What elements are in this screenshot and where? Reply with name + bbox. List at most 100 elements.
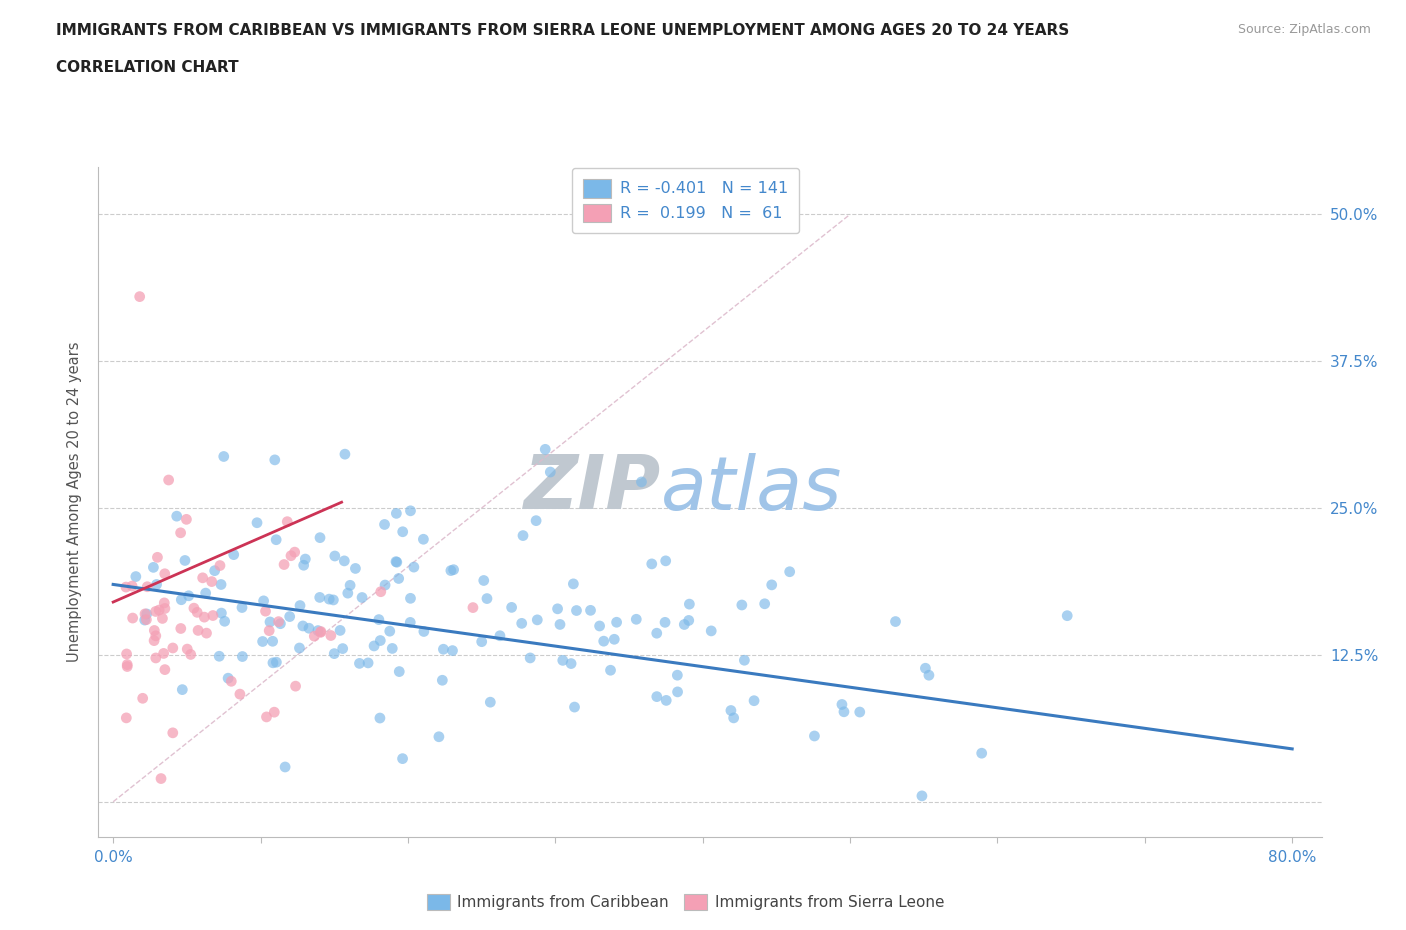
Point: [333, 446, 356, 461]
Point: [128, 289, 150, 304]
Point: [378, 624, 401, 639]
Point: [291, 618, 314, 633]
Point: [145, 604, 167, 618]
Point: [252, 634, 274, 649]
Point: [1056, 608, 1078, 623]
Point: [134, 613, 156, 628]
Point: [374, 517, 396, 532]
Point: [214, 614, 236, 629]
Point: [374, 578, 396, 592]
Point: [678, 613, 700, 628]
Point: [332, 641, 354, 656]
Point: [298, 621, 321, 636]
Point: [152, 611, 174, 626]
Text: IMMIGRANTS FROM CARIBBEAN VS IMMIGRANTS FROM SIERRA LEONE UNEMPLOYMENT AMONG AGE: IMMIGRANTS FROM CARIBBEAN VS IMMIGRANTS …: [56, 23, 1070, 38]
Point: [412, 532, 434, 547]
Point: [263, 452, 285, 467]
Point: [115, 579, 138, 594]
Point: [606, 615, 628, 630]
Point: [219, 674, 242, 689]
Text: CORRELATION CHART: CORRELATION CHART: [56, 60, 239, 75]
Point: [352, 590, 374, 604]
Point: [135, 612, 157, 627]
Point: [666, 668, 689, 683]
Point: [134, 606, 156, 621]
Point: [336, 586, 359, 601]
Point: [599, 663, 621, 678]
Point: [534, 442, 557, 457]
Point: [309, 625, 332, 640]
Point: [440, 564, 463, 578]
Point: [742, 693, 765, 708]
Point: [318, 591, 340, 606]
Point: [115, 646, 138, 661]
Point: [427, 729, 450, 744]
Point: [191, 570, 214, 585]
Point: [723, 711, 745, 725]
Point: [754, 596, 776, 611]
Point: [146, 550, 169, 565]
Point: [322, 592, 344, 607]
Point: [432, 672, 454, 687]
Point: [538, 465, 561, 480]
Point: [294, 551, 316, 566]
Point: [548, 617, 571, 631]
Point: [136, 579, 159, 594]
Point: [180, 647, 202, 662]
Point: [186, 604, 208, 619]
Point: [135, 606, 157, 621]
Point: [673, 618, 696, 632]
Point: [304, 629, 326, 644]
Point: [443, 563, 465, 578]
Point: [115, 658, 138, 672]
Point: [329, 623, 352, 638]
Point: [884, 614, 907, 629]
Point: [368, 711, 391, 725]
Point: [162, 725, 184, 740]
Point: [654, 615, 676, 630]
Point: [278, 609, 301, 624]
Point: [143, 633, 166, 648]
Point: [918, 668, 941, 683]
Point: [229, 686, 252, 701]
Point: [388, 664, 411, 679]
Point: [547, 602, 569, 617]
Point: [170, 621, 193, 636]
Point: [475, 591, 498, 606]
Point: [339, 578, 361, 592]
Point: [217, 671, 239, 685]
Point: [733, 653, 755, 668]
Point: [344, 561, 367, 576]
Point: [169, 525, 191, 540]
Point: [385, 506, 408, 521]
Point: [526, 613, 548, 628]
Point: [284, 545, 307, 560]
Point: [201, 574, 224, 589]
Point: [201, 608, 224, 623]
Point: [588, 618, 610, 633]
Point: [501, 600, 523, 615]
Point: [512, 528, 534, 543]
Point: [562, 577, 585, 591]
Point: [381, 641, 404, 656]
Point: [152, 646, 174, 661]
Point: [288, 598, 311, 613]
Y-axis label: Unemployment Among Ages 20 to 24 years: Unemployment Among Ages 20 to 24 years: [67, 342, 83, 662]
Point: [700, 623, 723, 638]
Point: [319, 628, 342, 643]
Point: [267, 614, 290, 629]
Point: [368, 633, 391, 648]
Text: atlas: atlas: [661, 453, 842, 525]
Point: [524, 513, 547, 528]
Point: [288, 641, 311, 656]
Point: [292, 558, 315, 573]
Text: ZIP: ZIP: [524, 452, 661, 525]
Point: [183, 601, 205, 616]
Point: [370, 584, 392, 599]
Point: [208, 558, 231, 573]
Point: [170, 592, 193, 607]
Point: [148, 603, 170, 618]
Point: [565, 603, 588, 618]
Point: [177, 589, 200, 604]
Point: [153, 601, 176, 616]
